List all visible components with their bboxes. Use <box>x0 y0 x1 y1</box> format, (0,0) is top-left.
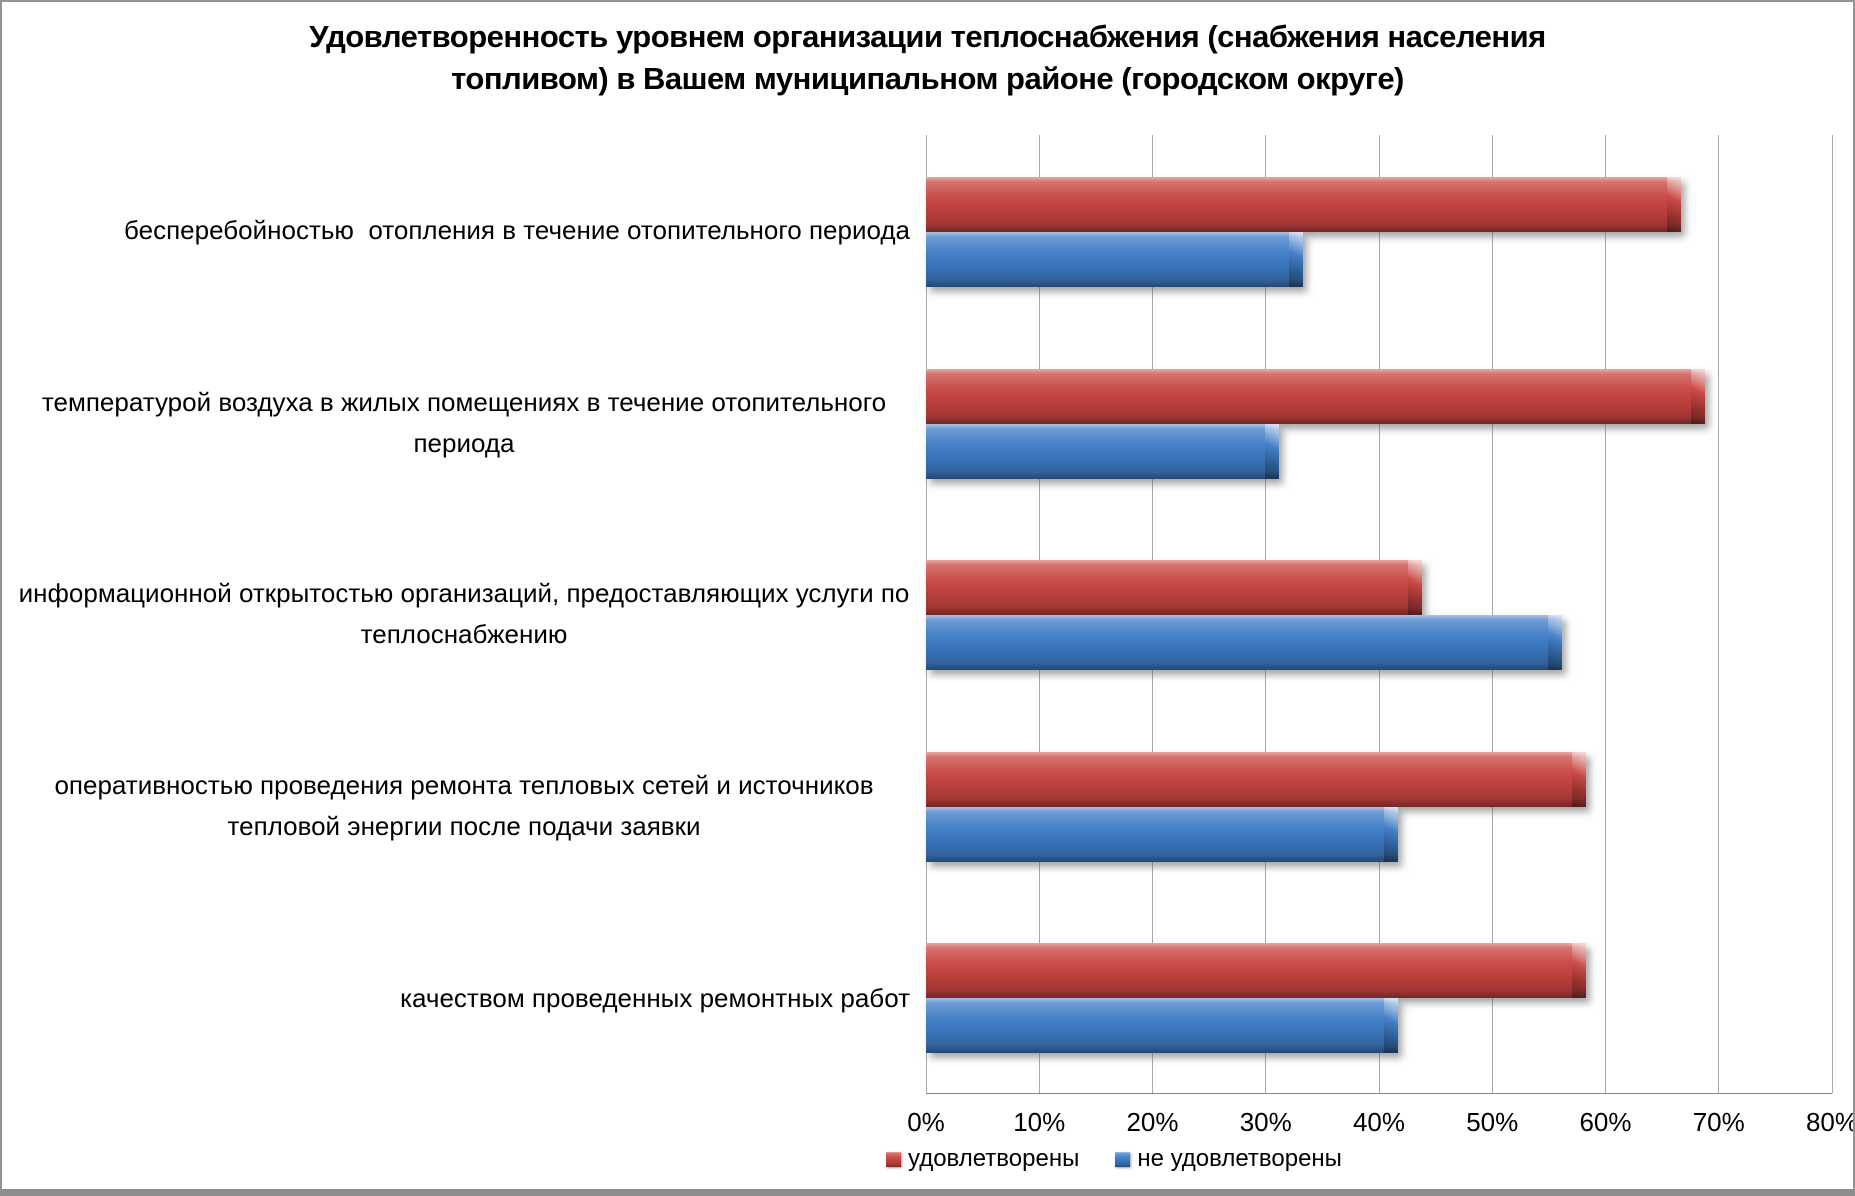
bar-group <box>926 327 1832 519</box>
x-axis-tick-label: 50% <box>1466 1107 1519 1137</box>
chart-title: Удовлетворенность уровнем организации те… <box>309 19 1546 96</box>
x-axis-tick-label: 60% <box>1579 1107 1632 1137</box>
bar-not-satisfied <box>926 806 1399 862</box>
x-axis-tick-label: 20% <box>1126 1107 1179 1137</box>
category-axis-labels: бесперебойностью отопления в течение ото… <box>18 135 910 1094</box>
legend-item: удовлетворены <box>886 1145 1079 1173</box>
category-label-text: качеством проведенных ремонтных работ <box>400 982 910 1013</box>
bar-not-satisfied <box>926 423 1280 479</box>
x-axis-tick-label: 10% <box>1013 1107 1066 1137</box>
category-label-text: информационной открытостью организаций, … <box>18 578 917 650</box>
gridline <box>1718 135 1720 1093</box>
legend-label: не удовлетворены <box>1137 1145 1342 1172</box>
legend-marker-not-satisfied <box>1115 1151 1131 1167</box>
bar-satisfied <box>926 751 1587 807</box>
bar-groups-container <box>926 135 1832 1093</box>
legend-item: не удовлетворены <box>1115 1145 1342 1173</box>
bar-satisfied <box>926 368 1706 424</box>
category-label: информационной открытостью организаций, … <box>18 519 910 711</box>
gridline <box>1605 135 1606 1093</box>
bar-group <box>926 901 1832 1093</box>
x-axis-tick-label: 70% <box>1692 1107 1745 1137</box>
category-label: бесперебойностью отопления в течение ото… <box>18 135 910 327</box>
x-axis-tick-label: 0% <box>907 1107 945 1137</box>
bar-satisfied <box>926 943 1587 999</box>
category-label-text: бесперебойностью отопления в течение ото… <box>124 215 910 246</box>
x-axis-tick-label: 30% <box>1239 1107 1292 1137</box>
category-label-text: оперативностью проведения ремонта теплов… <box>54 770 881 842</box>
bar-group <box>926 710 1832 902</box>
gridline <box>1491 135 1493 1093</box>
bar-satisfied <box>926 560 1423 616</box>
category-label: температурой воздуха в жилых помещениях … <box>18 327 910 519</box>
gridline <box>1831 135 1833 1093</box>
legend: удовлетворены не удовлетворены <box>886 1145 1342 1173</box>
bar-not-satisfied <box>926 998 1399 1054</box>
bar-not-satisfied <box>926 615 1563 671</box>
bar-not-satisfied <box>926 232 1304 287</box>
plot-area: 0% 10% 20% 30% 40% 50% 60% 70% 80% <box>907 135 1853 1137</box>
bar-group <box>926 518 1832 710</box>
category-label-text: температурой воздуха в жилых помещениях … <box>41 386 894 458</box>
x-axis-tick-label: 40% <box>1352 1107 1406 1137</box>
bar-group <box>926 135 1832 327</box>
category-label: оперативностью проведения ремонта теплов… <box>18 710 910 902</box>
category-label: качеством проведенных ремонтных работ <box>18 902 910 1094</box>
legend-label: удовлетворены <box>908 1145 1080 1172</box>
legend-marker-satisfied <box>886 1151 901 1167</box>
bar-satisfied <box>926 177 1682 232</box>
x-axis-tick-label: 80% <box>1805 1107 1855 1137</box>
